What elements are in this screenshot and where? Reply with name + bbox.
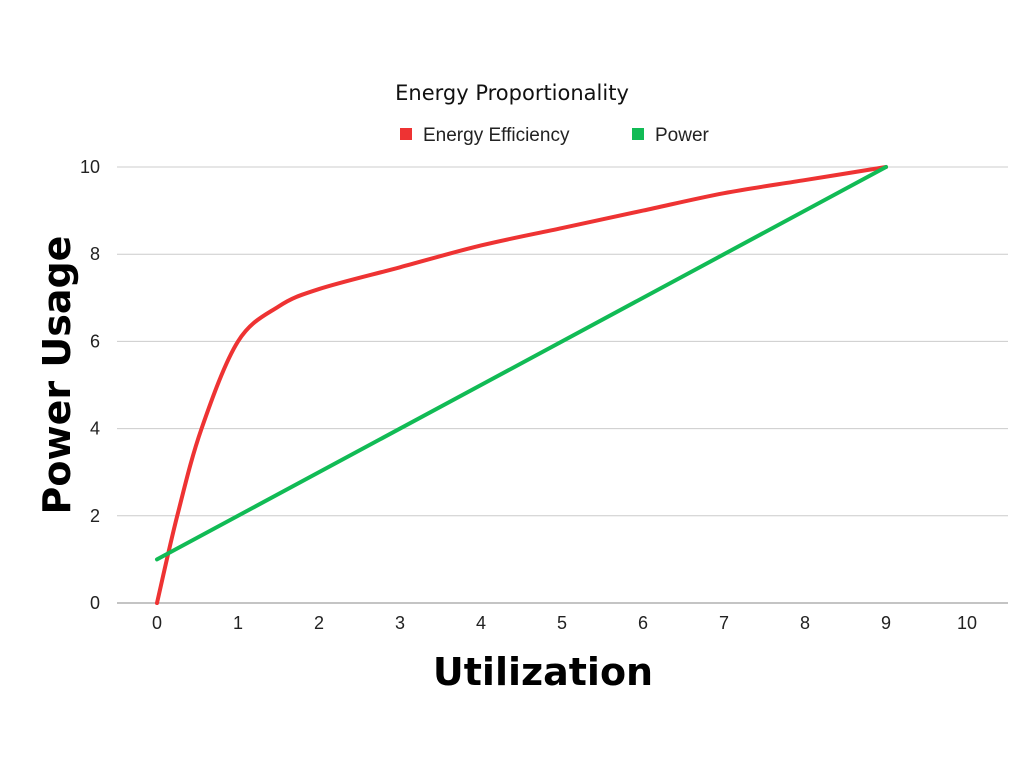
legend: Energy Efficiency Power [400,125,710,146]
chart-title: Energy Proportionality [395,81,629,105]
x-tick-label: 2 [314,613,324,633]
legend-swatch-energy-efficiency [400,128,412,140]
y-axis-label: Power Usage [35,236,79,515]
x-tick-label: 4 [476,613,486,633]
x-tick-label: 7 [719,613,729,633]
y-tick-label: 10 [80,157,100,177]
legend-label-energy-efficiency: Energy Efficiency [423,125,570,146]
y-tick-label: 4 [90,419,100,439]
x-tick-label: 1 [233,613,243,633]
y-tick-label: 6 [90,331,100,351]
x-tick-label: 8 [800,613,810,633]
series-line-energy-efficiency [155,165,888,605]
x-tick-label: 6 [638,613,648,633]
x-tick-label: 5 [557,613,567,633]
y-tick-label: 8 [90,244,100,264]
y-tick-label: 0 [90,593,100,613]
x-tick-label: 0 [152,613,162,633]
y-tick-label: 2 [90,506,100,526]
legend-label-power: Power [655,125,710,146]
x-tick-label: 10 [957,613,977,633]
x-axis-label: Utilization [433,650,653,694]
series-line-power [155,165,888,562]
x-tick-label: 9 [881,613,891,633]
legend-swatch-power [632,128,644,140]
x-tick-label: 3 [395,613,405,633]
